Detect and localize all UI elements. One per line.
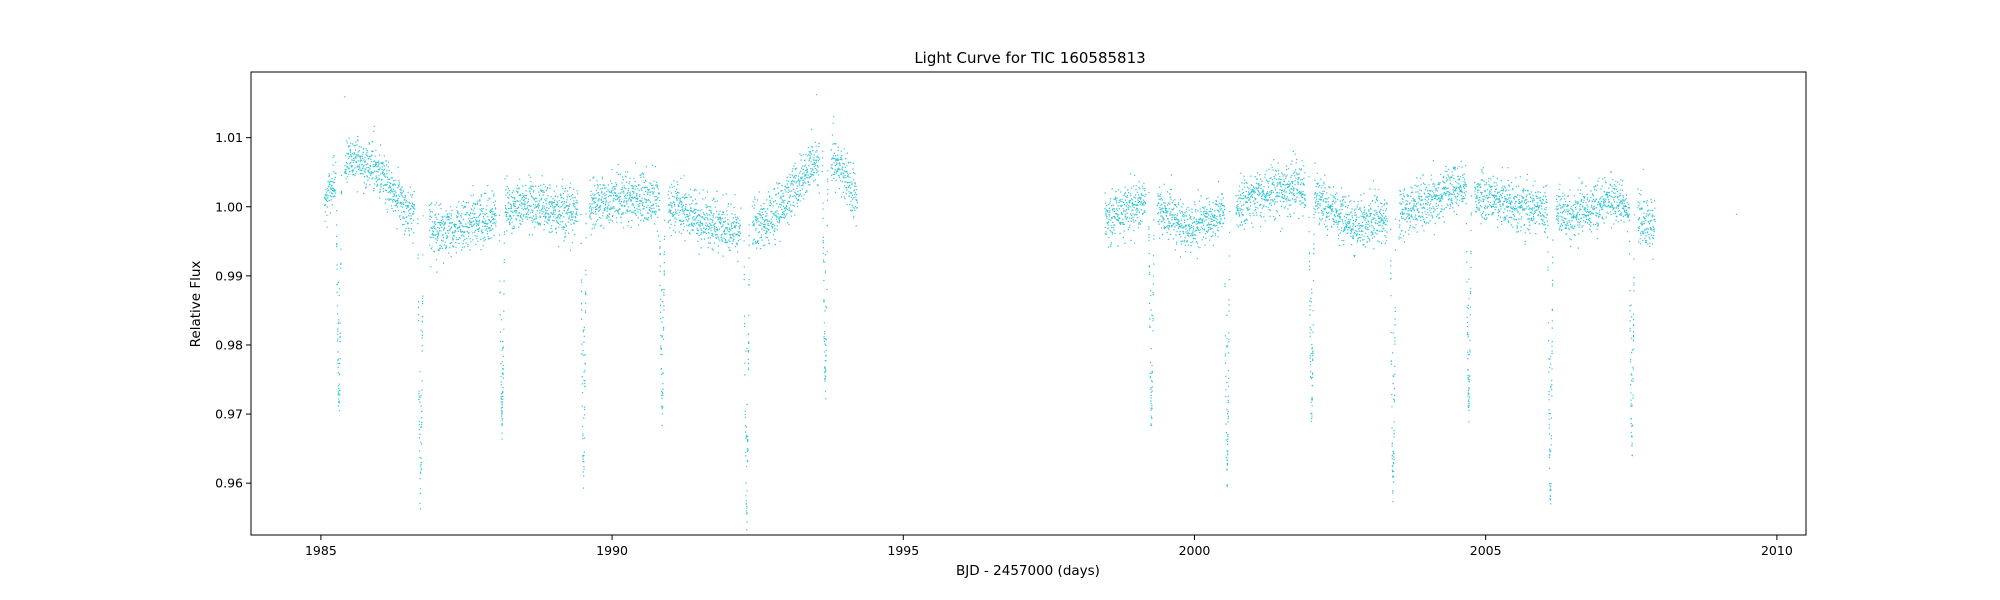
x-tick-label: 1985 [305,543,337,558]
x-tick-label: 2000 [1179,543,1211,558]
plot-area-frame [250,71,1807,536]
y-tick-label: 0.98 [215,337,243,352]
y-axis-label: Relative Flux [188,261,204,348]
x-tick-label: 1990 [596,543,628,558]
x-axis-label: BJD - 2457000 (days) [956,563,1100,579]
x-tick-label: 2010 [1761,543,1793,558]
x-tick-label: 2005 [1470,543,1502,558]
y-tick-label: 0.99 [215,268,243,283]
x-axis: 1985 1990 1995 2000 2005 2010 [305,535,1793,558]
chart-title: Light Curve for TIC 160585813 [914,49,1145,67]
y-tick-label: 0.97 [215,407,243,422]
y-tick-label: 0.96 [215,476,243,491]
y-tick-label: 1.01 [215,130,243,145]
x-tick-label: 1995 [887,543,919,558]
y-tick-label: 1.00 [215,199,243,214]
y-axis: 0.96 0.97 0.98 0.99 1.00 1.01 [215,130,251,491]
